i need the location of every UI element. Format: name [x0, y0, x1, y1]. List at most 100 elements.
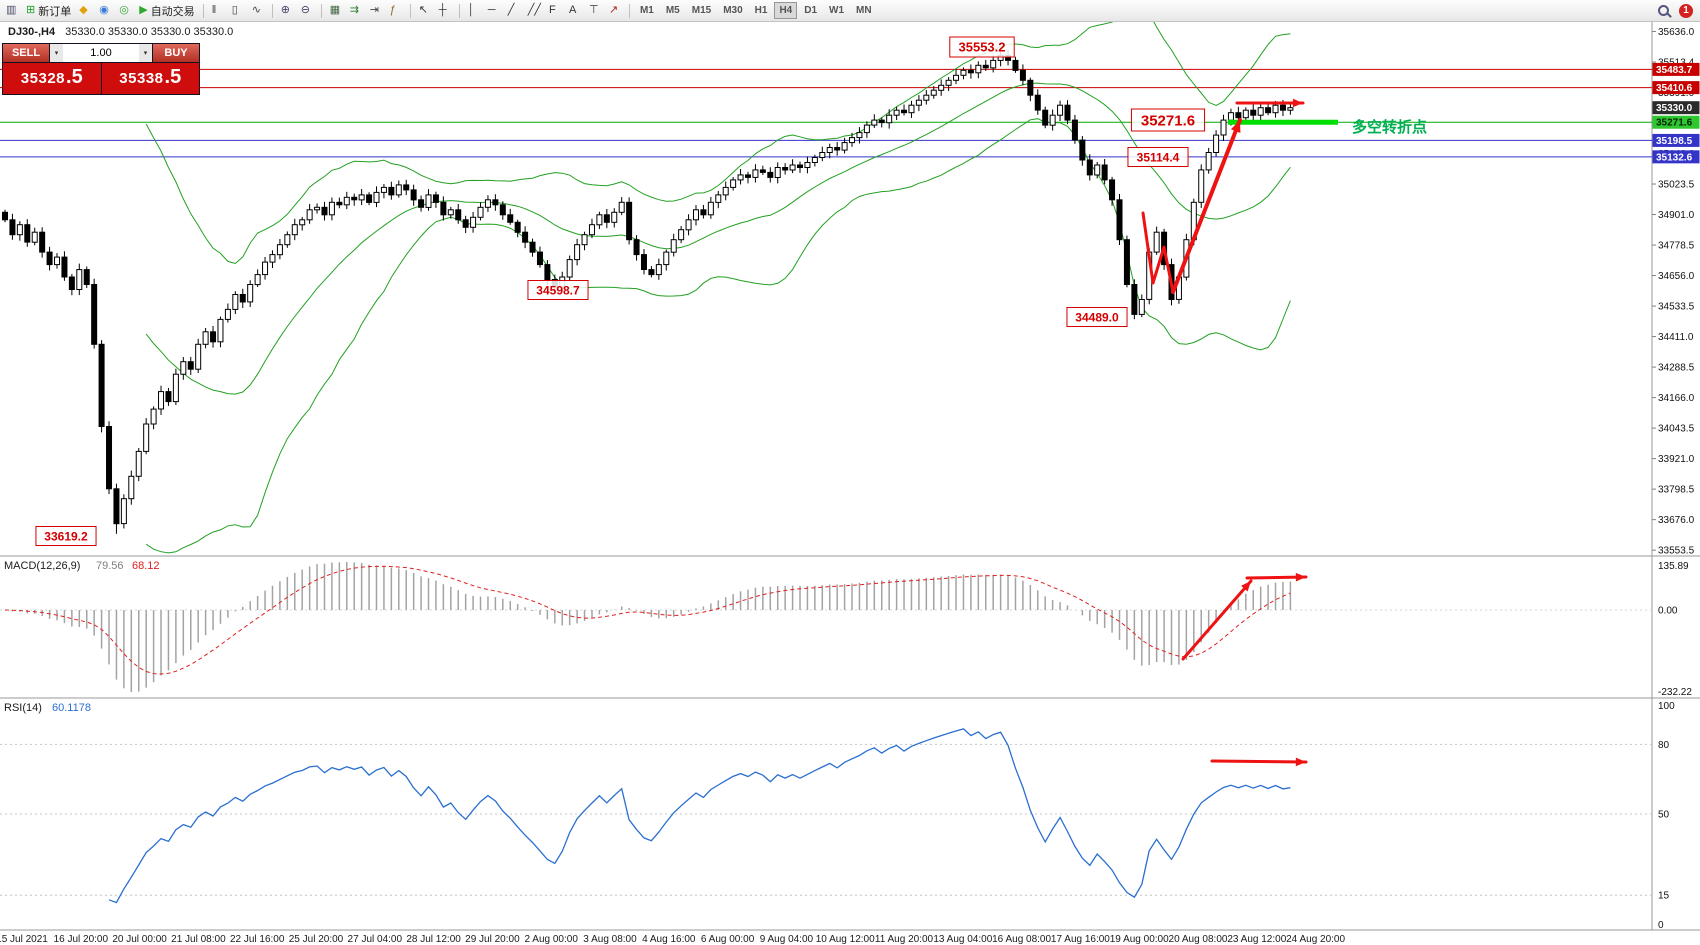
svg-text:35114.4: 35114.4	[1137, 150, 1180, 164]
trendline-icon: ╱	[507, 4, 515, 16]
svg-text:4 Aug 16:00: 4 Aug 16:00	[642, 934, 696, 945]
zoom-in-button[interactable]: ⊕	[278, 2, 296, 20]
timeframe-h1-button[interactable]: H1	[750, 2, 773, 19]
svg-text:35198.5: 35198.5	[1656, 136, 1693, 147]
svg-text:3 Aug 08:00: 3 Aug 08:00	[583, 934, 637, 945]
new-order-icon: ⊞	[26, 4, 36, 16]
svg-text:34778.5: 34778.5	[1658, 241, 1695, 252]
buy-price-pip: .5	[164, 66, 182, 88]
indicators-button[interactable]: ƒ	[387, 2, 405, 20]
trade-buttons-row: SELL ▾ ▾ BUY	[3, 44, 199, 62]
svg-text:34411.0: 34411.0	[1658, 332, 1694, 343]
market-watch-button[interactable]: ◉	[96, 2, 114, 20]
label-button[interactable]: ⊤	[586, 2, 604, 20]
chart-title: DJ30-,H4 35330.0 35330.0 35330.0 35330.0	[8, 26, 233, 38]
charts-menu-button[interactable]: ▥	[3, 2, 21, 20]
toolbar-separator	[458, 3, 460, 18]
svg-text:MACD(12,26,9): MACD(12,26,9)	[4, 560, 80, 572]
svg-text:35271.6: 35271.6	[1656, 118, 1693, 129]
svg-text:34043.5: 34043.5	[1658, 424, 1695, 435]
timeframe-mn-button[interactable]: MN	[851, 2, 877, 19]
buy-price-main: 35338	[119, 70, 164, 87]
sell-button[interactable]: SELL	[3, 44, 49, 62]
svg-text:35483.7: 35483.7	[1656, 65, 1693, 76]
cursor-icon: ↖	[418, 4, 428, 16]
svg-text:135.89: 135.89	[1658, 561, 1689, 572]
toolbar-separator	[409, 3, 411, 18]
notification-badge[interactable]: 1	[1679, 3, 1693, 18]
main-toolbar: ▥ ⊞ 新订单 ◆ ◉ ◎ ▶ 自动交易 ‖ ▯ ∿ ⊕ ⊖ ▦ ⇉ ⇥ ƒ ↖ ┼ │ ─ ╱ ╱╱ F A ⊤ ↗ M1 M5 M15…	[0, 0, 1700, 22]
timeframe-d1-button[interactable]: D1	[799, 2, 822, 19]
market-watch-icon: ◉	[99, 4, 109, 16]
volume-decrease-button[interactable]: ▾	[50, 44, 63, 62]
metaeditor-button[interactable]: ◆	[76, 2, 94, 20]
timeframe-m15-button[interactable]: M15	[687, 2, 716, 19]
chart-shift-button[interactable]: ⇥	[367, 2, 385, 20]
timeframe-m30-button[interactable]: M30	[718, 2, 747, 19]
svg-text:20 Aug 08:00: 20 Aug 08:00	[1169, 934, 1228, 945]
volume-control: ▾ ▾	[50, 44, 152, 62]
data-window-button[interactable]: ◎	[116, 2, 134, 20]
zoom-out-button[interactable]: ⊖	[298, 2, 316, 20]
svg-text:100: 100	[1658, 701, 1675, 712]
fibonacci-button[interactable]: F	[546, 2, 564, 20]
svg-text:80: 80	[1658, 740, 1670, 751]
svg-text:RSI(14): RSI(14)	[4, 702, 42, 714]
auto-scroll-button[interactable]: ⇉	[347, 2, 365, 20]
svg-text:60.1178: 60.1178	[52, 702, 91, 714]
bar-chart-mode-button[interactable]: ‖	[209, 2, 227, 20]
tile-windows-button[interactable]: ▦	[327, 2, 345, 20]
svg-text:50: 50	[1658, 810, 1670, 821]
svg-text:13 Aug 04:00: 13 Aug 04:00	[933, 934, 992, 945]
search-icon[interactable]	[1658, 5, 1669, 16]
svg-text:35330.0: 35330.0	[1656, 103, 1693, 114]
charts-menu-icon: ▥	[6, 4, 17, 16]
svg-text:24 Aug 20:00: 24 Aug 20:00	[1286, 934, 1345, 945]
sell-price[interactable]: 35328.5	[3, 63, 101, 94]
svg-text:34901.0: 34901.0	[1658, 210, 1695, 221]
crosshair-button[interactable]: ┼	[436, 2, 454, 20]
svg-text:17 Aug 16:00: 17 Aug 16:00	[1051, 934, 1110, 945]
timeframe-w1-button[interactable]: W1	[824, 2, 849, 19]
svg-text:33798.5: 33798.5	[1658, 485, 1695, 496]
channel-button[interactable]: ╱╱	[525, 2, 544, 20]
text-button[interactable]: A	[566, 2, 584, 20]
line-chart-mode-icon: ∿	[251, 4, 261, 16]
one-click-trading-panel: SELL ▾ ▾ BUY 35328.5 35338.5	[2, 43, 200, 95]
svg-text:2 Aug 00:00: 2 Aug 00:00	[525, 934, 579, 945]
horizontal-line-icon: ─	[487, 4, 496, 16]
line-chart-mode-button[interactable]: ∿	[249, 2, 267, 20]
buy-price[interactable]: 35338.5	[101, 63, 199, 94]
autotrading-button[interactable]: ▶ 自动交易	[136, 2, 197, 20]
svg-text:23 Aug 12:00: 23 Aug 12:00	[1227, 934, 1286, 945]
vertical-line-button[interactable]: │	[465, 2, 483, 20]
cursor-button[interactable]: ↖	[416, 2, 434, 20]
chart-canvas[interactable]: 35636.035513.435391.035268.535146.035023…	[0, 22, 1700, 945]
horizontal-line-button[interactable]: ─	[485, 2, 503, 20]
svg-text:0: 0	[1658, 920, 1664, 931]
buy-button[interactable]: BUY	[153, 44, 199, 62]
label-icon: ⊤	[588, 4, 599, 16]
svg-text:35410.6: 35410.6	[1656, 83, 1693, 94]
svg-text:16 Aug 08:00: 16 Aug 08:00	[992, 934, 1051, 945]
svg-text:21 Jul 08:00: 21 Jul 08:00	[171, 934, 226, 945]
candlestick-mode-icon: ▯	[231, 4, 238, 16]
text-icon: A	[568, 4, 577, 16]
volume-input[interactable]	[63, 44, 139, 62]
candlestick-mode-button[interactable]: ▯	[229, 2, 247, 20]
volume-increase-button[interactable]: ▾	[139, 44, 152, 62]
svg-text:9 Aug 04:00: 9 Aug 04:00	[760, 934, 814, 945]
toolbar-separator	[271, 3, 273, 18]
timeframe-m1-button[interactable]: M1	[635, 2, 659, 19]
svg-text:11 Aug 20:00: 11 Aug 20:00	[875, 934, 934, 945]
timeframe-m5-button[interactable]: M5	[661, 2, 685, 19]
trendline-button[interactable]: ╱	[505, 2, 523, 20]
arrows-button[interactable]: ↗	[606, 2, 624, 20]
svg-text:20 Jul 00:00: 20 Jul 00:00	[112, 934, 167, 945]
svg-text:15: 15	[1658, 891, 1670, 902]
new-order-button[interactable]: ⊞ 新订单	[23, 2, 74, 20]
timeframe-h4-button[interactable]: H4	[774, 2, 798, 19]
svg-text:28 Jul 12:00: 28 Jul 12:00	[406, 934, 461, 945]
svg-text:33676.0: 33676.0	[1658, 515, 1695, 526]
